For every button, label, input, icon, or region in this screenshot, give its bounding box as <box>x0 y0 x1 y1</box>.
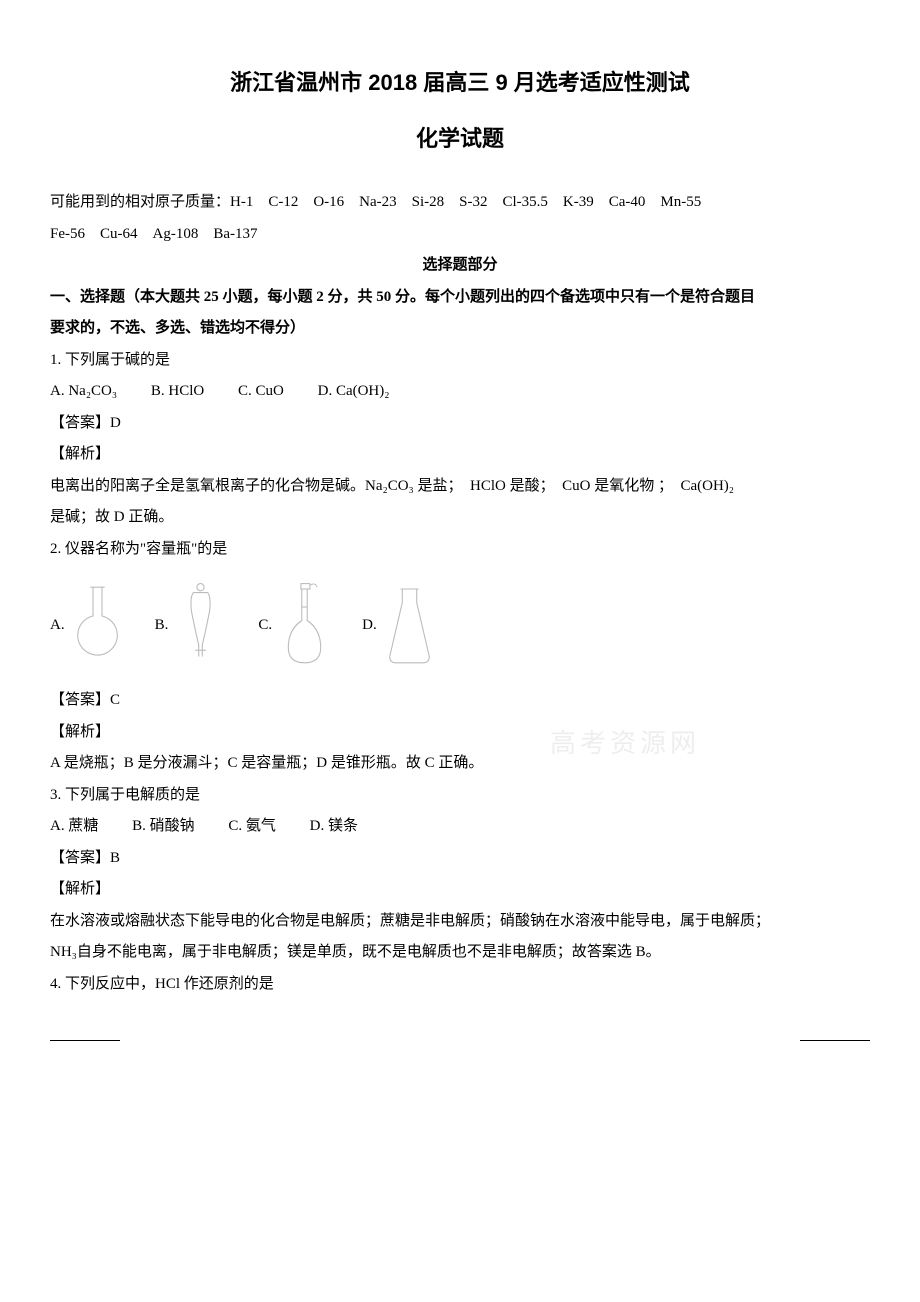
q4-stem: 4. 下列反应中，HCl 作还原剂的是 <box>50 969 870 1001</box>
q2-explain-label: 【解析】 <box>50 717 870 749</box>
q3-explain-1: 在水溶液或熔融状态下能导电的化合物是电解质；蔗糖是非电解质；硝酸钠在水溶液中能导… <box>50 906 870 938</box>
volumetric-flask-icon <box>277 580 332 670</box>
q2-opt-b-label: B. <box>155 610 169 642</box>
footer-line-right <box>800 1040 870 1041</box>
q2-answer: 【答案】C <box>50 685 870 717</box>
q2-explain: A 是烧瓶；B 是分液漏斗；C 是容量瓶；D 是锥形瓶。故 C 正确。 <box>50 748 870 780</box>
q1-opt-c: C. CuO <box>238 383 284 399</box>
q3-options: A. 蔗糖 B. 硝酸钠 C. 氨气 D. 镁条 <box>50 811 870 843</box>
atomic-mass-line2: Fe-56 Cu-64 Ag-108 Ba-137 <box>50 219 870 251</box>
separating-funnel-icon <box>173 580 228 670</box>
round-flask-icon <box>70 580 125 670</box>
q3-answer: 【答案】B <box>50 843 870 875</box>
q2-opt-a-label: A. <box>50 610 65 642</box>
section-intro-2: 要求的，不选、多选、错选均不得分） <box>50 313 870 345</box>
q1-opt-d: D. Ca(OH)₂ <box>318 383 390 399</box>
erlenmeyer-flask-icon <box>382 580 437 670</box>
q3-stem: 3. 下列属于电解质的是 <box>50 780 870 812</box>
q3-explain-label: 【解析】 <box>50 874 870 906</box>
q3-opt-c: C. 氨气 <box>228 818 276 834</box>
q2-opt-c-wrap: C. <box>258 580 332 670</box>
atomic-mass-line1: 可能用到的相对原子质量：H-1 C-12 O-16 Na-23 Si-28 S-… <box>50 187 870 219</box>
q1-explain-label: 【解析】 <box>50 439 870 471</box>
q1-explain-2: 是碱；故 D 正确。 <box>50 502 870 534</box>
footer-line-left <box>50 1040 120 1041</box>
q1-opt-b: B. HClO <box>151 383 204 399</box>
main-title: 浙江省温州市 2018 届高三 9 月选考适应性测试 <box>50 60 870 106</box>
q3-explain-2: NH₃自身不能电离，属于非电解质；镁是单质，既不是电解质也不是非电解质；故答案选… <box>50 937 870 969</box>
q3-opt-b: B. 硝酸钠 <box>132 818 195 834</box>
q2-opt-c-label: C. <box>258 610 272 642</box>
q1-stem: 1. 下列属于碱的是 <box>50 345 870 377</box>
q1-options: A. Na₂CO₃ B. HClO C. CuO D. Ca(OH)₂ <box>50 376 870 408</box>
q3-opt-d: D. 镁条 <box>310 818 358 834</box>
q3-opt-a: A. 蔗糖 <box>50 818 98 834</box>
q2-opt-a-wrap: A. <box>50 580 125 670</box>
section-intro-1: 一、选择题（本大题共 25 小题，每小题 2 分，共 50 分。每个小题列出的四… <box>50 282 870 314</box>
q1-answer: 【答案】D <box>50 408 870 440</box>
q2-stem: 2. 仪器名称为"容量瓶"的是 <box>50 534 870 566</box>
q1-explain-1: 电离出的阳离子全是氢氧根离子的化合物是碱。Na₂CO₃ 是盐； HClO 是酸；… <box>50 471 870 503</box>
q1-opt-a: A. Na₂CO₃ <box>50 383 117 399</box>
footer-lines <box>50 1040 870 1041</box>
section-label: 选择题部分 <box>50 250 870 282</box>
q2-opt-d-wrap: D. <box>362 580 437 670</box>
q2-opt-d-label: D. <box>362 610 377 642</box>
sub-title: 化学试题 <box>50 116 870 162</box>
q2-options-row: A. B. C. D. <box>50 580 870 670</box>
q2-opt-b-wrap: B. <box>155 580 229 670</box>
